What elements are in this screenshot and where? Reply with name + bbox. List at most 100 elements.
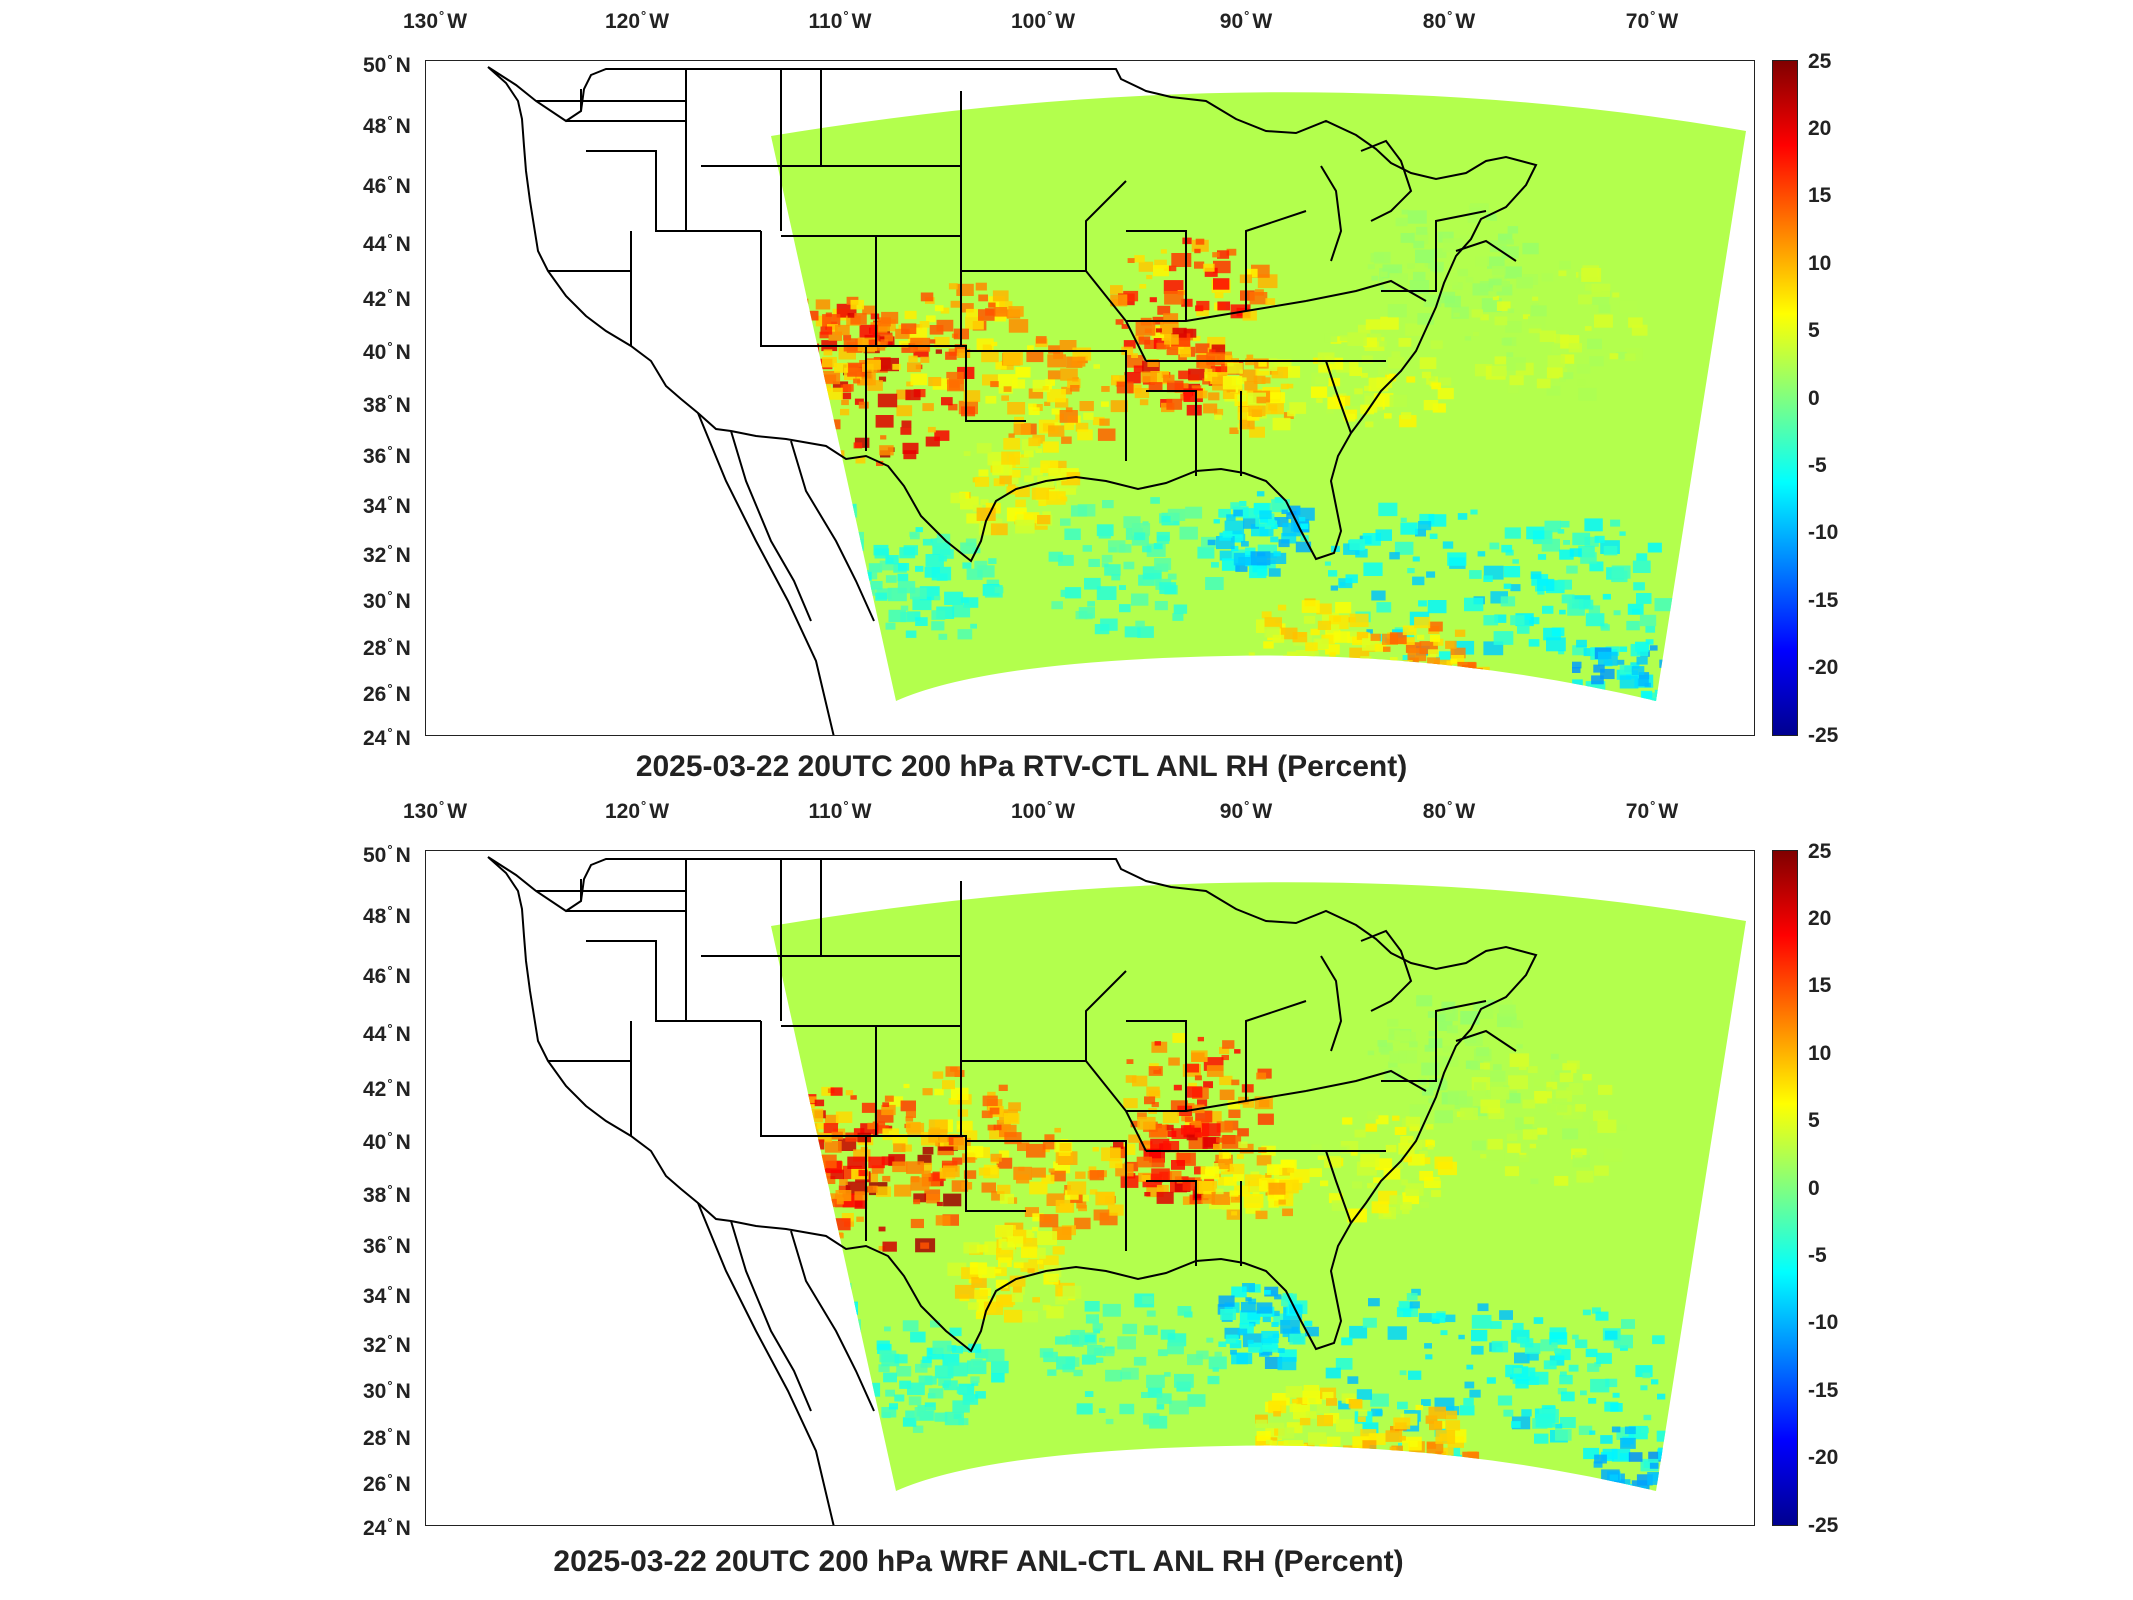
- lon-value: 70: [1625, 800, 1650, 823]
- state-border: [961, 180, 1127, 272]
- state-border: [866, 1135, 1026, 1212]
- lat-value: 42: [363, 288, 387, 311]
- map-plot-area: [425, 60, 1755, 736]
- latitude-tick-label: 38° N: [363, 392, 411, 417]
- latitude-tick-label: 48° N: [363, 113, 411, 138]
- lat-suffix: N: [395, 341, 411, 364]
- colorbar-tick-label: 20: [1808, 117, 1832, 140]
- state-border: [1126, 300, 1307, 322]
- colorbar: [1772, 60, 1798, 736]
- lat-value: 34: [363, 495, 387, 518]
- colorbar-tick-label: -15: [1808, 1379, 1839, 1402]
- lat-value: 34: [363, 1285, 387, 1308]
- state-border: [866, 345, 1026, 422]
- state-border: [1381, 210, 1487, 292]
- state-border: [685, 69, 782, 231]
- lat-suffix: N: [395, 495, 411, 518]
- longitude-tick-label: 90° W: [1219, 8, 1273, 33]
- colorbar-tick-label: 10: [1808, 252, 1832, 275]
- state-border: [1126, 1020, 1187, 1111]
- state-border: [536, 879, 686, 912]
- latitude-tick-label: 36° N: [363, 1233, 411, 1258]
- lon-suffix: W: [447, 10, 468, 33]
- mexico-coastline: [790, 1230, 875, 1412]
- longitude-tick-label: 80° W: [1422, 798, 1476, 823]
- latitude-tick-label: 44° N: [363, 231, 411, 256]
- rh-difference-field: [771, 92, 1746, 702]
- lat-value: 44: [363, 233, 387, 256]
- lon-value: 80: [1422, 10, 1447, 33]
- state-border: [1146, 390, 1242, 476]
- state-boundaries: [487, 66, 1538, 735]
- great-lakes-shoreline: [1455, 239, 1517, 262]
- colorbar-tick-label: -10: [1808, 1311, 1839, 1334]
- state-boundaries: [487, 856, 1538, 1525]
- latitude-tick-label: 32° N: [363, 542, 411, 567]
- lat-suffix: N: [395, 637, 411, 660]
- colorbar-tick-label: -5: [1808, 454, 1827, 477]
- longitude-tick-label: 110° W: [808, 8, 872, 33]
- colorbar-tick-label: -15: [1808, 589, 1839, 612]
- lat-suffix: N: [395, 1023, 411, 1046]
- lon-value: 130: [402, 800, 439, 823]
- lat-value: 40: [363, 341, 387, 364]
- great-lakes-shoreline: [1320, 955, 1343, 1052]
- state-border: [821, 881, 962, 1026]
- state-border: [548, 1021, 632, 1136]
- lat-value: 32: [363, 544, 387, 567]
- lat-suffix: N: [395, 905, 411, 928]
- latitude-tick-label: 34° N: [363, 493, 411, 518]
- longitude-tick-label: 80° W: [1422, 8, 1476, 33]
- lat-suffix: N: [395, 288, 411, 311]
- latitude-tick-label: 40° N: [363, 1129, 411, 1154]
- state-border: [1325, 360, 1352, 434]
- map-plot-area: [425, 850, 1755, 1526]
- lat-value: 32: [363, 1334, 387, 1357]
- lon-value: 120: [604, 10, 641, 33]
- colorbar-tick-label: 15: [1808, 974, 1832, 997]
- latitude-tick-label: 32° N: [363, 1332, 411, 1357]
- state-border: [586, 940, 761, 1022]
- state-border: [1245, 210, 1307, 311]
- us-coastline: [487, 66, 1538, 563]
- colorbar-tick-label: -25: [1808, 724, 1839, 747]
- latitude-tick-label: 28° N: [363, 1425, 411, 1450]
- longitude-tick-label: 130° W: [402, 798, 468, 823]
- map-title: 2025-03-22 20UTC 200 hPa WRF ANL-CTL ANL…: [553, 1545, 1404, 1578]
- colorbar-tick-label: -10: [1808, 521, 1839, 544]
- lat-value: 50: [363, 844, 387, 867]
- lon-value: 110: [808, 10, 843, 33]
- lat-suffix: N: [395, 1285, 411, 1308]
- lon-suffix: W: [851, 800, 872, 823]
- latitude-tick-label: 44° N: [363, 1021, 411, 1046]
- lon-value: 70: [1625, 10, 1650, 33]
- lon-suffix: W: [447, 800, 468, 823]
- lat-value: 50: [363, 54, 387, 77]
- mexico-coastline: [790, 440, 875, 622]
- lon-value: 100: [1010, 800, 1047, 823]
- mexico-coastline: [697, 1202, 835, 1525]
- lat-value: 46: [363, 175, 387, 198]
- lon-suffix: W: [1055, 10, 1076, 33]
- great-lakes-shoreline: [1320, 165, 1343, 262]
- lat-suffix: N: [395, 844, 411, 867]
- lat-suffix: N: [395, 1078, 411, 1101]
- state-border: [966, 1140, 1127, 1251]
- colorbar-tick-label: 5: [1808, 1109, 1820, 1132]
- lon-value: 120: [604, 800, 641, 823]
- lat-suffix: N: [395, 1184, 411, 1207]
- longitude-tick-label: 110° W: [808, 798, 872, 823]
- map-panel-rtv: 130° W 120° W 110° W 100° W 90° W 80° W 70° W 50° N 48°…: [0, 0, 2133, 790]
- colorbar-tick-label: 15: [1808, 184, 1832, 207]
- lon-suffix: W: [649, 800, 670, 823]
- state-border: [1325, 1150, 1352, 1224]
- lat-suffix: N: [395, 54, 411, 77]
- state-border: [548, 231, 632, 346]
- colorbar: [1772, 850, 1798, 1526]
- map-panel-wrf: 130° W 120° W 110° W 100° W 90° W 80° W 70° W 50° N 48°…: [0, 790, 2133, 1600]
- lat-suffix: N: [395, 1473, 411, 1496]
- latitude-tick-label: 34° N: [363, 1283, 411, 1308]
- latitude-tick-label: 42° N: [363, 1076, 411, 1101]
- lat-suffix: N: [395, 965, 411, 988]
- lon-value: 90: [1219, 10, 1244, 33]
